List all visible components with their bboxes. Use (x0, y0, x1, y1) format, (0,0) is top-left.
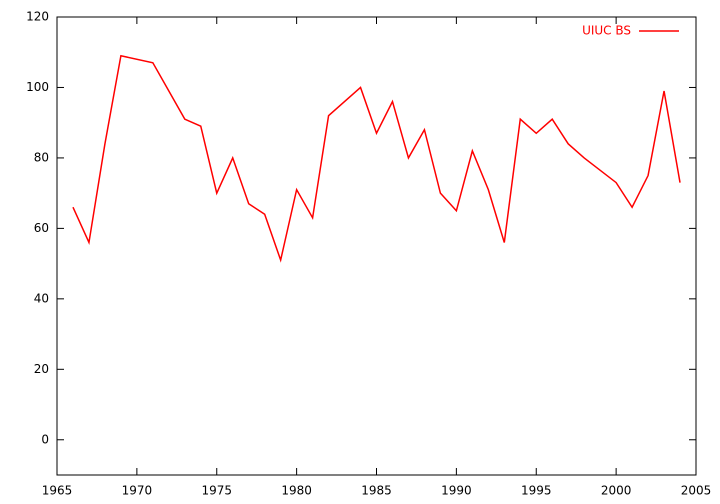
legend-label: UIUC BS (582, 24, 631, 38)
y-tick-label: 60 (34, 221, 49, 235)
y-tick-label: 120 (26, 10, 49, 24)
y-tick-label: 20 (34, 362, 49, 376)
y-tick-label: 100 (26, 80, 49, 94)
x-tick-label: 1975 (201, 484, 232, 498)
x-tick-label: 2000 (601, 484, 632, 498)
y-tick-label: 80 (34, 150, 49, 164)
y-tick-label: 0 (41, 432, 49, 446)
x-tick-label: 1980 (281, 484, 312, 498)
x-tick-label: 1965 (42, 484, 73, 498)
x-tick-label: 1985 (361, 484, 392, 498)
data-line (72, 54, 681, 263)
x-tick-label: 1995 (521, 484, 552, 498)
y-tick-label: 40 (34, 291, 49, 305)
x-tick-label: 1990 (441, 484, 472, 498)
x-tick-label: 2005 (681, 484, 712, 498)
plot-frame (56, 16, 697, 476)
x-tick-label: 1970 (122, 484, 153, 498)
